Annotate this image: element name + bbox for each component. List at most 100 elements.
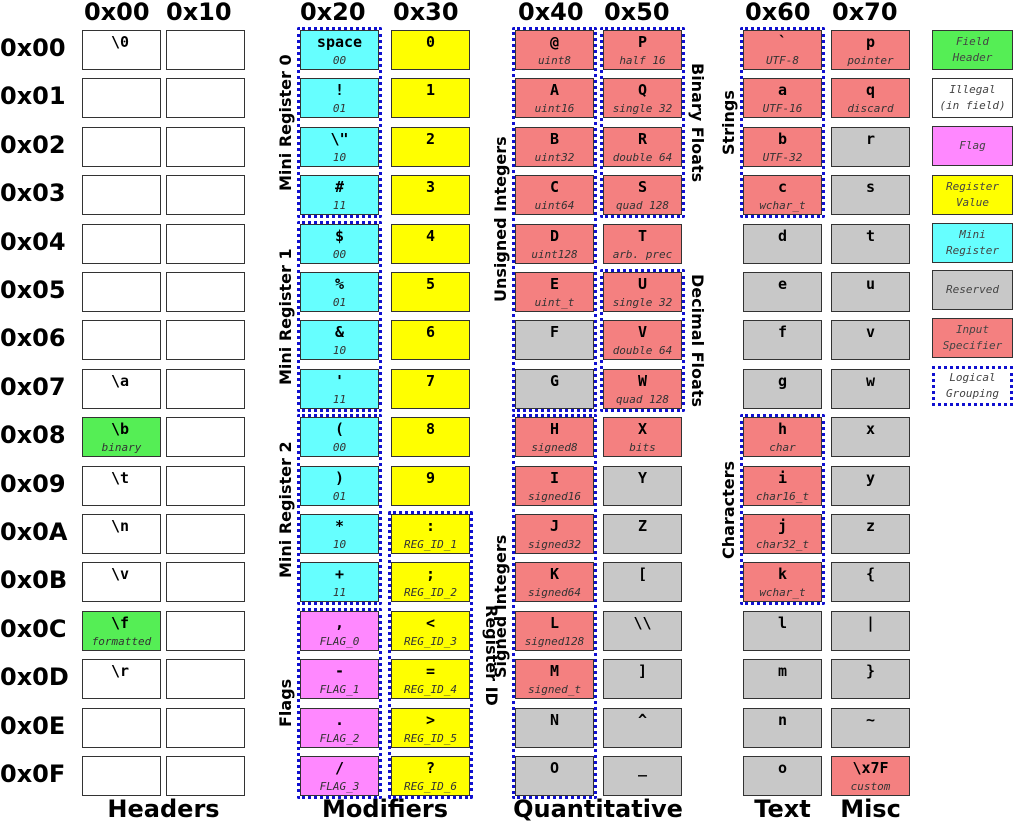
cell-character: \" xyxy=(330,129,349,148)
code-cell: n xyxy=(743,707,822,748)
cell-character: n xyxy=(777,710,788,729)
cell-character: d xyxy=(777,226,788,245)
cell-type-label: 00 xyxy=(332,441,347,455)
code-cell: x xyxy=(831,417,910,458)
cell-type-label: signed32 xyxy=(528,538,581,551)
code-cell: < REG_ID_3 xyxy=(391,610,470,651)
code-cell: / FLAG_3 xyxy=(300,756,379,796)
cell-character: o xyxy=(777,759,788,777)
row-header: 0x06 xyxy=(0,324,66,353)
cell-character: E xyxy=(549,275,560,293)
cell-character: l xyxy=(777,613,788,632)
cell-type-label: 00 xyxy=(332,54,347,67)
code-cell: \r xyxy=(82,659,161,700)
cell-character: v xyxy=(865,323,876,342)
code-cell: \x7F custom xyxy=(831,756,910,796)
cell-type-label: REG_ID_1 xyxy=(404,538,457,551)
cell-character: w xyxy=(865,371,876,390)
group-label: Mini Register 1 xyxy=(275,248,295,385)
cell-character: Q xyxy=(637,81,648,100)
column-header: 0x20 xyxy=(300,0,366,26)
code-cell: - FLAG_1 xyxy=(300,659,379,700)
code-cell: 9 xyxy=(391,465,470,506)
cell-character: { xyxy=(865,565,876,584)
cell-type-label: REG_ID_6 xyxy=(404,780,457,793)
cell-character: B xyxy=(549,129,560,148)
cell-type-label: REG_ID_4 xyxy=(404,683,457,697)
code-cell: 1 xyxy=(391,78,470,119)
cell-character: ; xyxy=(425,565,436,584)
legend-label: Mini Register xyxy=(946,228,999,257)
code-cell xyxy=(166,320,245,361)
code-cell: N xyxy=(515,707,594,748)
cell-character: ! xyxy=(334,81,345,100)
cell-character: \x7F xyxy=(852,759,889,777)
cell-character: \r xyxy=(111,662,130,681)
logical-group-border xyxy=(740,414,825,606)
cell-character: M xyxy=(549,662,560,681)
cell-type-label: uint16 xyxy=(534,102,575,116)
cell-character: I xyxy=(549,468,560,487)
cell-type-label: UTF-16 xyxy=(762,102,803,116)
cell-character: R xyxy=(637,129,648,148)
code-cell: (00 xyxy=(300,417,379,458)
cell-character: < xyxy=(425,613,436,632)
cell-character: ? xyxy=(425,759,436,777)
code-cell xyxy=(82,272,161,312)
code-cell: , FLAG_0 xyxy=(300,610,379,651)
code-cell: { xyxy=(831,562,910,603)
cell-type-label: FLAG_1 xyxy=(319,683,360,697)
code-cell: Z xyxy=(603,514,682,554)
cell-character: | xyxy=(865,613,876,632)
logical-group-border xyxy=(600,269,685,412)
cell-character: W xyxy=(637,371,648,390)
cell-character: T xyxy=(637,226,648,245)
cell-character: e xyxy=(777,275,788,293)
row-header: 0x02 xyxy=(0,130,66,159)
cell-character: i xyxy=(777,468,788,487)
cell-type-label: UTF-8 xyxy=(765,54,800,67)
code-cell: 2 xyxy=(391,126,470,167)
cell-character: 1 xyxy=(425,81,436,100)
cell-type-label: signed16 xyxy=(528,489,581,503)
code-cell: \\ xyxy=(603,610,682,651)
cell-character: S xyxy=(637,178,648,197)
code-cell: . FLAG_2 xyxy=(300,707,379,748)
logical-group-border xyxy=(600,27,685,219)
code-cell: space 00 xyxy=(300,30,379,70)
code-cell: j char32_t xyxy=(743,514,822,554)
cell-character: ( xyxy=(334,420,345,439)
logical-group-border xyxy=(740,27,825,219)
column-header: 0x40 xyxy=(518,0,584,26)
cell-character: j xyxy=(777,517,788,535)
code-cell xyxy=(166,610,245,651)
code-cell: 8 xyxy=(391,417,470,458)
legend-item: Flag xyxy=(932,126,1013,166)
cell-type-label: 10 xyxy=(332,150,347,164)
cell-character: f xyxy=(777,323,788,342)
logical-group-border xyxy=(388,511,473,799)
logical-group-border xyxy=(297,607,382,799)
code-cell: Y xyxy=(603,465,682,506)
cell-character: x xyxy=(865,420,876,439)
legend-item: Register Value xyxy=(932,175,1013,215)
code-cell: r xyxy=(831,126,910,167)
cell-character: ~ xyxy=(865,710,876,729)
code-cell: F xyxy=(515,320,594,361)
cell-character: ` xyxy=(777,33,788,51)
cell-character: 0 xyxy=(425,33,436,51)
group-label: Mini Register 2 xyxy=(275,441,295,579)
code-cell: \f formatted xyxy=(82,610,161,651)
cell-type-label: REG_ID_3 xyxy=(404,634,457,648)
cell-character: V xyxy=(637,323,648,342)
group-label: Signed Integers xyxy=(490,534,510,679)
code-cell xyxy=(166,223,245,264)
cell-type-label: single 32 xyxy=(612,296,673,309)
